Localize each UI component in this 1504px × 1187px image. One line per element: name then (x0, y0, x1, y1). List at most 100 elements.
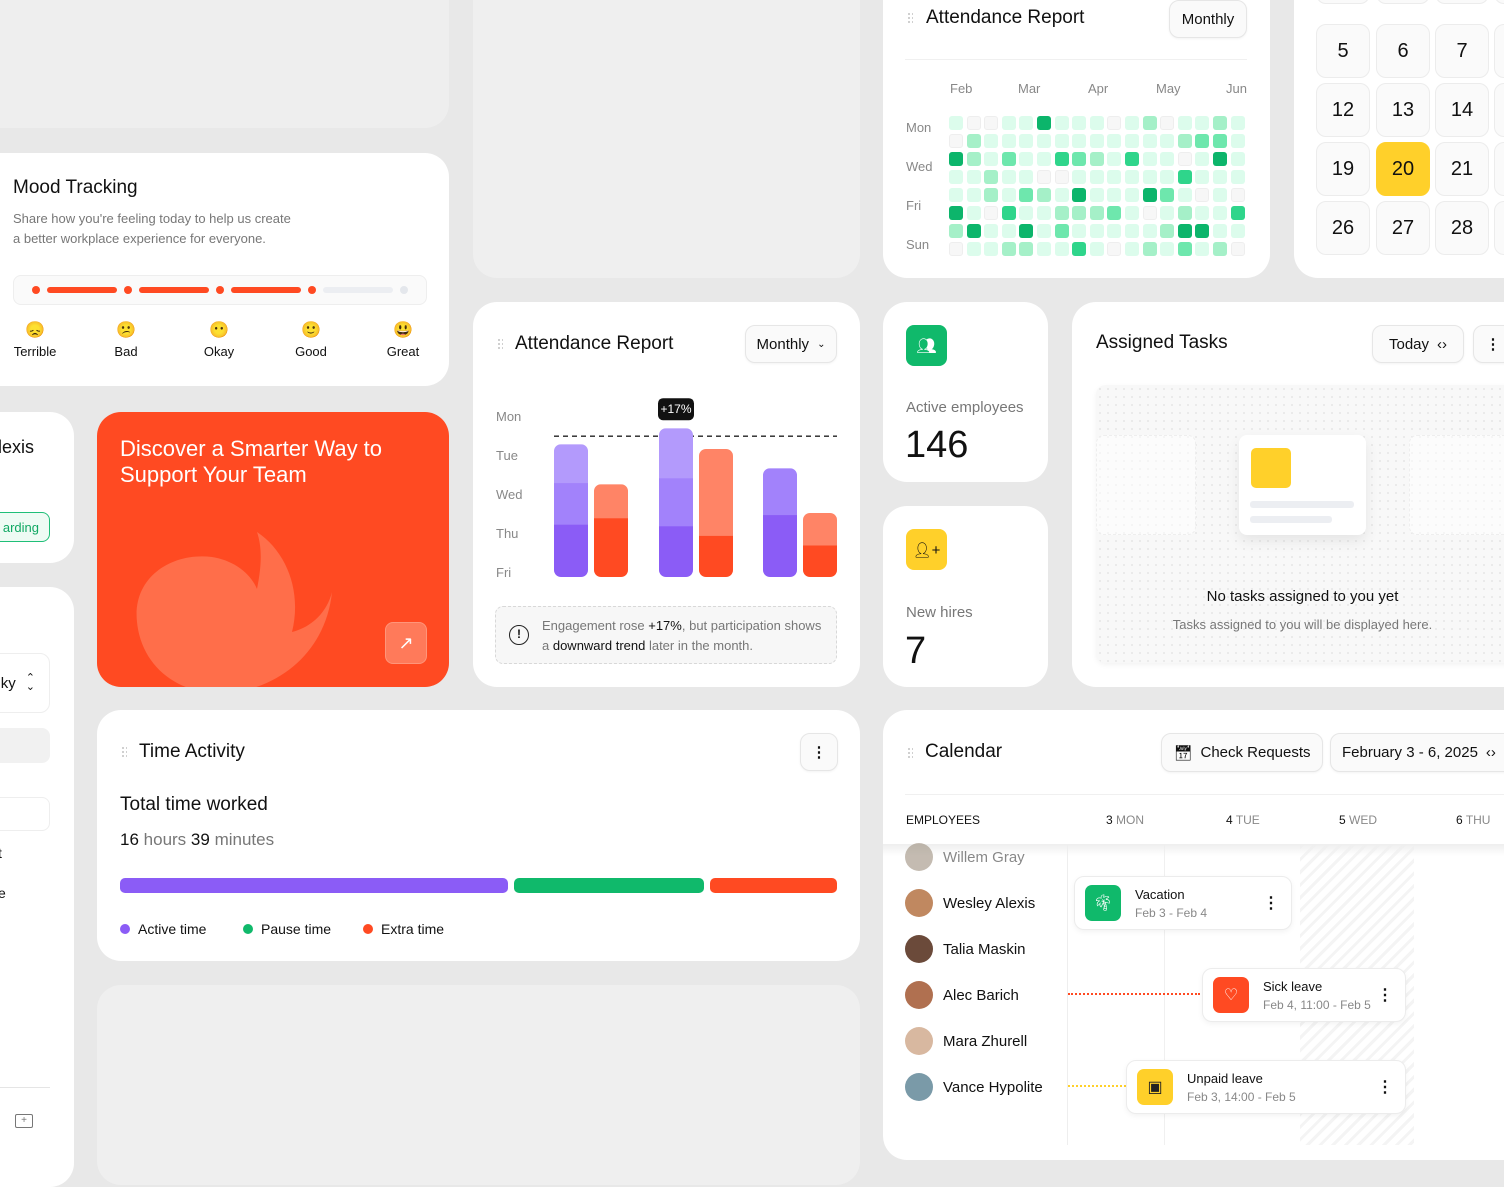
heatmap-cell[interactable] (966, 242, 981, 256)
heatmap-cell[interactable] (1177, 170, 1192, 184)
heatmap-cell[interactable] (1054, 134, 1069, 148)
employee-row[interactable]: Vance Hypolite (905, 1073, 1043, 1101)
heatmap-cell[interactable] (1160, 116, 1175, 130)
heatmap-cell[interactable] (1089, 170, 1104, 184)
heatmap-cell[interactable] (966, 188, 981, 202)
heatmap-cell[interactable] (1037, 116, 1051, 130)
employee-row[interactable]: Willem Gray (905, 843, 1025, 871)
heatmap-cell[interactable] (1177, 116, 1192, 130)
heatmap-cell[interactable] (1195, 206, 1210, 220)
heatmap-cell[interactable] (1001, 116, 1016, 130)
mood-option-terrible[interactable]: 😞 Terrible (5, 320, 65, 359)
heatmap-cell[interactable] (984, 152, 999, 166)
more-icon[interactable]: ⋮ (1263, 895, 1279, 912)
heatmap-cell[interactable] (1037, 206, 1051, 220)
heatmap-cell[interactable] (949, 152, 963, 166)
drag-handle-icon[interactable] (121, 746, 127, 758)
nav-item-active[interactable] (0, 728, 50, 763)
calendar-day[interactable] (1494, 83, 1504, 137)
mood-option-great[interactable]: 😃 Great (373, 320, 433, 359)
heatmap-cell[interactable] (1019, 134, 1034, 148)
heatmap-cell[interactable] (1142, 224, 1157, 238)
calendar-day[interactable] (1376, 0, 1430, 4)
heatmap-cell[interactable] (1054, 170, 1069, 184)
heatmap-cell[interactable] (1019, 188, 1034, 202)
calendar-day[interactable]: 27 (1376, 201, 1430, 255)
heatmap-cell[interactable] (1195, 188, 1210, 202)
heatmap-cell[interactable] (966, 224, 981, 238)
heatmap-cell[interactable] (966, 170, 981, 184)
heatmap-cell[interactable] (1125, 224, 1139, 238)
calendar-day[interactable]: 13 (1376, 83, 1430, 137)
heatmap-cell[interactable] (1125, 116, 1139, 130)
heatmap-cell[interactable] (1213, 188, 1227, 202)
heatmap-cell[interactable] (949, 188, 963, 202)
heatmap-cell[interactable] (1125, 134, 1139, 148)
calendar-day[interactable]: 19 (1316, 142, 1370, 196)
heatmap-cell[interactable] (1160, 224, 1175, 238)
calendar-day[interactable]: 14 (1435, 83, 1489, 137)
employee-row[interactable]: Talia Maskin (905, 935, 1026, 963)
heatmap-cell[interactable] (1001, 152, 1016, 166)
period-select[interactable]: Monthly (1169, 0, 1247, 38)
heatmap-cell[interactable] (949, 206, 963, 220)
heatmap-cell[interactable] (1160, 242, 1175, 256)
heatmap-cell[interactable] (1125, 242, 1139, 256)
heatmap-cell[interactable] (1142, 134, 1157, 148)
heatmap-cell[interactable] (1177, 152, 1192, 166)
slider-thumb[interactable] (308, 286, 316, 294)
heatmap-cell[interactable] (1089, 116, 1104, 130)
heatmap-cell[interactable] (1072, 188, 1087, 202)
more-icon[interactable]: ⋮ (1377, 1079, 1393, 1096)
open-arrow-button[interactable]: ↗ (385, 622, 427, 664)
heatmap-cell[interactable] (1213, 242, 1227, 256)
heatmap-cell[interactable] (1089, 242, 1104, 256)
mood-option-good[interactable]: 🙂 Good (281, 320, 341, 359)
chevron-left-right-icon[interactable]: ‹› (1437, 335, 1448, 353)
heatmap-cell[interactable] (1230, 134, 1245, 148)
heatmap-cell[interactable] (1230, 206, 1245, 220)
heatmap-cell[interactable] (1195, 152, 1210, 166)
heatmap-cell[interactable] (1072, 134, 1087, 148)
heatmap-cell[interactable] (1213, 116, 1227, 130)
heatmap-cell[interactable] (1160, 152, 1175, 166)
heatmap-cell[interactable] (984, 170, 999, 184)
calendar-day[interactable] (1494, 201, 1504, 255)
heatmap-cell[interactable] (1142, 206, 1157, 220)
heatmap-cell[interactable] (1230, 152, 1245, 166)
heatmap-cell[interactable] (1213, 206, 1227, 220)
calendar-day-selected[interactable]: 20 (1376, 142, 1430, 196)
heatmap-cell[interactable] (1072, 224, 1087, 238)
heatmap-cell[interactable] (1072, 206, 1087, 220)
event-vacation[interactable]: 🌴︎ Vacation Feb 3 - Feb 4 ⋮ (1074, 876, 1292, 930)
heatmap-cell[interactable] (1054, 116, 1069, 130)
heatmap-cell[interactable] (1107, 206, 1122, 220)
heatmap-cell[interactable] (949, 134, 963, 148)
heatmap-cell[interactable] (1089, 188, 1104, 202)
heatmap-cell[interactable] (1177, 134, 1192, 148)
employee-row[interactable]: Mara Zhurell (905, 1027, 1027, 1055)
heatmap-cell[interactable] (1001, 206, 1016, 220)
heatmap-cell[interactable] (1001, 134, 1016, 148)
more-options-button[interactable]: ⋮ (800, 733, 838, 771)
heatmap-cell[interactable] (1072, 242, 1087, 256)
calendar-day[interactable]: 6 (1376, 24, 1430, 78)
check-requests-button[interactable]: 📅︎ Check Requests (1161, 733, 1323, 772)
event-unpaid-leave[interactable]: ▣ Unpaid leave Feb 3, 14:00 - Feb 5 ⋮ (1126, 1060, 1406, 1114)
heatmap-cell[interactable] (1107, 188, 1122, 202)
calendar-day[interactable]: 7 (1435, 24, 1489, 78)
event-sick-leave[interactable]: ♡ Sick leave Feb 4, 11:00 - Feb 5 ⋮ (1202, 968, 1406, 1022)
heatmap-cell[interactable] (1037, 242, 1051, 256)
heatmap-cell[interactable] (1107, 116, 1122, 130)
heatmap-cell[interactable] (1195, 242, 1210, 256)
heatmap-cell[interactable] (1195, 134, 1210, 148)
heatmap-cell[interactable] (1072, 116, 1087, 130)
heatmap-cell[interactable] (1037, 170, 1051, 184)
heatmap-cell[interactable] (1072, 152, 1087, 166)
heatmap-cell[interactable] (966, 134, 981, 148)
heatmap-cell[interactable] (1019, 206, 1034, 220)
heatmap-cell[interactable] (1160, 170, 1175, 184)
heatmap-cell[interactable] (1037, 188, 1051, 202)
heatmap-cell[interactable] (1037, 134, 1051, 148)
heatmap-cell[interactable] (949, 224, 963, 238)
